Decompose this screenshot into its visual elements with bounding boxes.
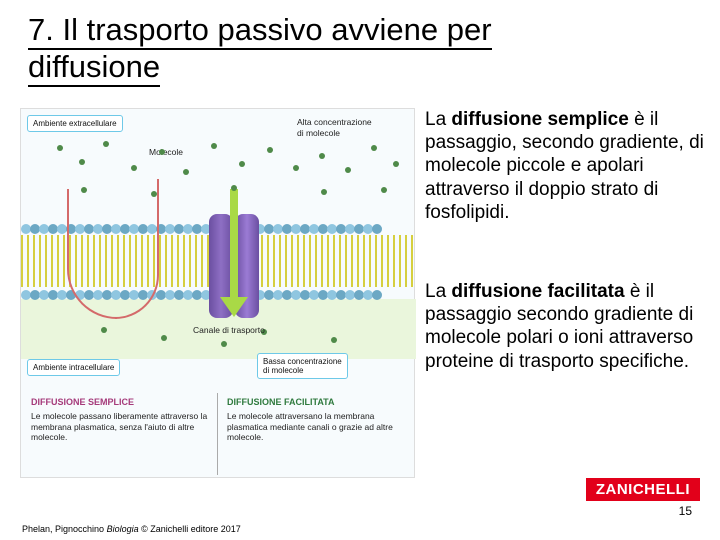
p2-pre: La xyxy=(425,281,451,302)
molecule-dot xyxy=(267,147,273,153)
label-low-conc-l2: di molecole xyxy=(263,366,303,375)
molecule-dot xyxy=(131,165,137,171)
membrane-diagram: Ambiente extracellulare Molecole Alta co… xyxy=(20,108,415,478)
p2-bold: diffusione facilitata xyxy=(451,281,624,302)
molecule-dot xyxy=(371,145,377,151)
p1-pre: La xyxy=(425,109,451,130)
footer-authors: Phelan, Pignocchino xyxy=(22,524,107,534)
title-line2: diffusione xyxy=(28,49,160,87)
simple-diffusion-arrow-2 xyxy=(115,179,159,319)
facilitated-arrow-head xyxy=(220,297,248,317)
molecule-dot xyxy=(345,167,351,173)
molecule-dot xyxy=(101,327,107,333)
molecule-dot xyxy=(161,335,167,341)
molecule-dot xyxy=(321,189,327,195)
column-divider xyxy=(217,393,218,475)
molecule-dot xyxy=(81,187,87,193)
paragraph-1: La diffusione semplice è il passaggio, s… xyxy=(425,108,715,224)
footer-rest: © Zanichelli editore 2017 xyxy=(139,524,241,534)
molecule-dot xyxy=(331,337,337,343)
label-low-conc: Bassa concentrazione di molecole xyxy=(257,353,348,379)
paragraph-2: La diffusione facilitata è il passaggio … xyxy=(425,280,715,373)
molecule-dot xyxy=(231,185,237,191)
molecule-dot xyxy=(79,159,85,165)
label-high-conc-l2: di molecole xyxy=(297,128,340,138)
col-simple-title: DIFFUSIONE SEMPLICE xyxy=(31,397,134,407)
molecule-dot xyxy=(211,143,217,149)
label-high-conc-l1: Alta concentrazione xyxy=(297,117,372,127)
molecule-dot xyxy=(319,153,325,159)
label-extracellular: Ambiente extracellulare xyxy=(27,115,123,132)
molecule-dot xyxy=(159,149,165,155)
page-number: 15 xyxy=(679,504,692,518)
publisher-badge: ZANICHELLI xyxy=(586,478,700,501)
label-molecules: Molecole xyxy=(149,147,183,157)
col-simple-body: Le molecole passano liberamente attraver… xyxy=(31,411,211,443)
molecule-dot xyxy=(183,169,189,175)
molecule-dot xyxy=(293,165,299,171)
slide: 7. Il trasporto passivo avviene per diff… xyxy=(0,0,720,540)
col-facilitated-title: DIFFUSIONE FACILITATA xyxy=(227,397,335,407)
facilitated-arrow-stem xyxy=(230,189,238,299)
title-line1: 7. Il trasporto passivo avviene per xyxy=(28,12,492,50)
slide-title: 7. Il trasporto passivo avviene per diff… xyxy=(28,12,688,85)
molecule-dot xyxy=(239,161,245,167)
molecule-dot xyxy=(103,141,109,147)
footer-book: Biologia xyxy=(107,524,139,534)
col-facilitated-body: Le molecole attraversano la membrana pla… xyxy=(227,411,407,443)
molecule-dot xyxy=(151,191,157,197)
p1-bold: diffusione semplice xyxy=(451,109,628,130)
label-low-conc-l1: Bassa concentrazione xyxy=(263,357,342,366)
label-intracellular: Ambiente intracellulare xyxy=(27,359,120,376)
footer-citation: Phelan, Pignocchino Biologia © Zanichell… xyxy=(22,524,241,534)
molecule-dot xyxy=(221,341,227,347)
molecule-dot xyxy=(381,187,387,193)
molecule-dot xyxy=(57,145,63,151)
label-channel: Canale di trasporto xyxy=(193,325,265,335)
molecule-dot xyxy=(393,161,399,167)
